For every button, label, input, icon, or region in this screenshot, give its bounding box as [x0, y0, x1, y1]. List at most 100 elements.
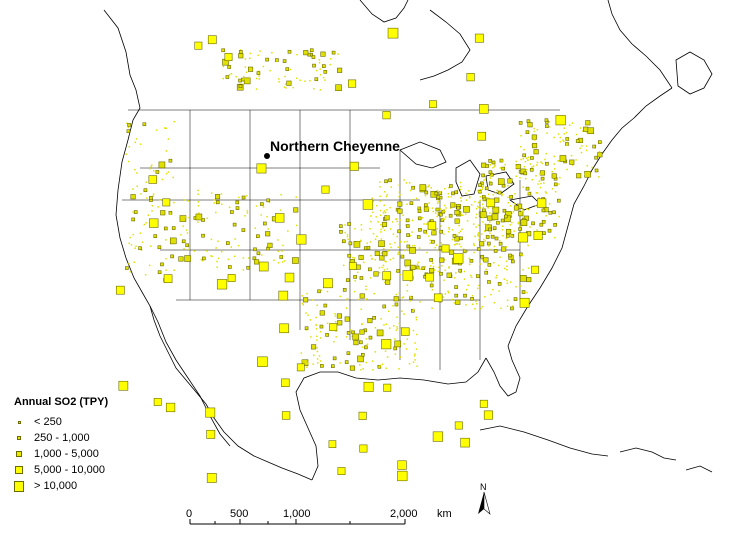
emission-point [479, 104, 489, 114]
emission-point [497, 178, 505, 185]
emission-point [598, 176, 600, 178]
emission-point [374, 258, 377, 261]
emission-point [329, 63, 331, 66]
emission-point [140, 249, 143, 251]
emission-point [540, 161, 542, 163]
emission-point [463, 206, 470, 213]
emission-point [381, 252, 383, 254]
emission-point [385, 260, 387, 263]
emission-point [246, 265, 250, 270]
emission-point [524, 160, 527, 163]
emission-point [136, 172, 138, 174]
emission-point [429, 242, 431, 245]
emission-point [384, 179, 388, 184]
emission-point [559, 176, 561, 179]
emission-point [431, 230, 437, 236]
emission-point [281, 250, 283, 252]
emission-point [249, 52, 252, 55]
emission-point [545, 192, 548, 194]
emission-point [365, 285, 367, 288]
emission-point [417, 216, 422, 221]
emission-point [374, 250, 380, 257]
emission-point [384, 211, 387, 214]
emission-point [366, 298, 368, 300]
emission-point [451, 298, 454, 301]
emission-point [465, 192, 467, 195]
emission-point [295, 77, 298, 80]
emission-point [152, 195, 155, 197]
emission-point [531, 265, 539, 274]
emission-point [167, 138, 170, 140]
emission-point [244, 66, 247, 68]
emission-point [382, 264, 385, 267]
emission-point [125, 153, 127, 155]
emission-point [454, 218, 460, 224]
emission-point [316, 339, 318, 341]
emission-point [507, 178, 513, 184]
emission-point [460, 245, 462, 248]
emission-point [509, 234, 512, 236]
emission-point [481, 188, 484, 190]
emission-point [537, 198, 547, 208]
emission-point [364, 345, 368, 350]
emission-point [256, 251, 261, 256]
emission-point [541, 208, 546, 213]
emission-point [471, 294, 474, 297]
emission-point [384, 191, 386, 193]
emission-point [397, 253, 399, 255]
emission-point [339, 362, 341, 364]
emission-point [429, 239, 431, 242]
emission-point [459, 188, 462, 191]
emission-point [398, 195, 400, 198]
emission-point [187, 200, 189, 202]
emission-point [486, 241, 491, 246]
emission-point [142, 122, 147, 127]
scale-unit: km [437, 508, 452, 520]
emission-point [398, 184, 400, 186]
emission-point [376, 329, 384, 337]
emission-point [521, 254, 524, 256]
emission-point [533, 149, 539, 155]
emission-point [346, 235, 349, 238]
emission-point [315, 324, 318, 326]
emission-point [448, 226, 450, 229]
emission-point [443, 218, 446, 220]
emission-point [135, 138, 138, 140]
emission-point [366, 343, 369, 345]
emission-point [408, 182, 411, 184]
emission-point [431, 239, 435, 244]
emission-point [349, 329, 352, 331]
emission-point [292, 257, 299, 264]
emission-point [152, 193, 155, 195]
emission-point [165, 269, 167, 271]
emission-point [460, 197, 462, 199]
emission-point [267, 242, 273, 248]
emission-point [429, 258, 433, 262]
emission-point [360, 224, 363, 226]
emission-point [383, 324, 385, 326]
emission-point [409, 295, 411, 298]
emission-point [129, 270, 132, 273]
emission-point [407, 249, 409, 252]
emission-point [135, 245, 137, 247]
emission-point [178, 256, 184, 262]
emission-point [492, 166, 494, 169]
emission-point [153, 170, 155, 172]
emission-point [468, 196, 471, 198]
emission-point [520, 219, 528, 227]
emission-point [502, 208, 507, 213]
emission-point [539, 186, 542, 189]
emission-point [500, 218, 505, 223]
emission-point [260, 202, 264, 206]
emission-point [427, 185, 429, 188]
emission-point [431, 288, 434, 291]
emission-point [314, 77, 319, 82]
emission-point [303, 297, 309, 303]
emission-point [551, 188, 554, 190]
emission-point [303, 50, 309, 56]
emission-point [365, 298, 367, 301]
emission-point [235, 206, 240, 210]
emission-point [412, 361, 415, 363]
emission-point [507, 184, 509, 187]
